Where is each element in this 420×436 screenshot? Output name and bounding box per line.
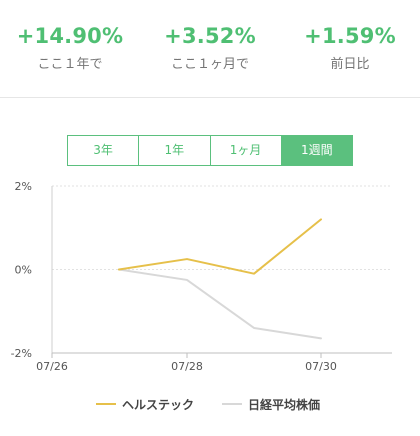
stat-one-year-value: +14.90%	[16, 24, 124, 48]
stat-previous-day-label: 前日比	[330, 57, 370, 72]
legend-item-healthtech[interactable]: ヘルステック	[96, 394, 194, 414]
tab-3-years[interactable]: 3年	[68, 136, 140, 165]
stat-previous-day: +1.59% 前日比	[280, 22, 420, 74]
tab-1-month[interactable]: 1ヶ月	[210, 136, 282, 165]
chart-legend: ヘルステック 日経平均株価	[0, 394, 420, 414]
stats-panel: +14.90% ここ１年で +3.52% ここ１ヶ月で +1.59% 前日比	[0, 0, 420, 98]
legend-item-nikkei[interactable]: 日経平均株価	[222, 394, 320, 414]
tab-1-year[interactable]: 1年	[139, 136, 211, 165]
stat-one-month: +3.52% ここ１ヶ月で	[140, 22, 280, 74]
y-tick-label: 2%	[15, 180, 32, 193]
series-line-healthtech	[118, 218, 322, 275]
stat-one-month-label: ここ１ヶ月で	[170, 57, 249, 72]
y-tick-label: 0%	[15, 264, 32, 277]
stat-one-month-value: +3.52%	[164, 24, 256, 48]
y-tick-label: -2%	[11, 347, 32, 360]
x-tick-label: 07/28	[171, 360, 203, 373]
line-chart: 2% 0% -2% 07/26 07/28 07/30	[11, 180, 392, 373]
x-tick-label: 07/30	[305, 360, 337, 373]
legend-swatch-healthtech	[96, 403, 116, 405]
series-line-nikkei	[118, 268, 322, 340]
tab-1-week[interactable]: 1週間	[281, 136, 352, 165]
legend-label-nikkei: 日経平均株価	[248, 397, 321, 412]
legend-label-healthtech: ヘルステック	[122, 397, 195, 412]
stat-one-year: +14.90% ここ１年で	[0, 22, 140, 74]
period-tabs: 3年 1年 1ヶ月 1週間	[67, 135, 353, 166]
legend-swatch-nikkei	[222, 403, 242, 405]
stat-one-year-label: ここ１年で	[37, 57, 103, 72]
stat-previous-day-value: +1.59%	[304, 24, 396, 48]
x-tick-label: 07/26	[36, 360, 68, 373]
